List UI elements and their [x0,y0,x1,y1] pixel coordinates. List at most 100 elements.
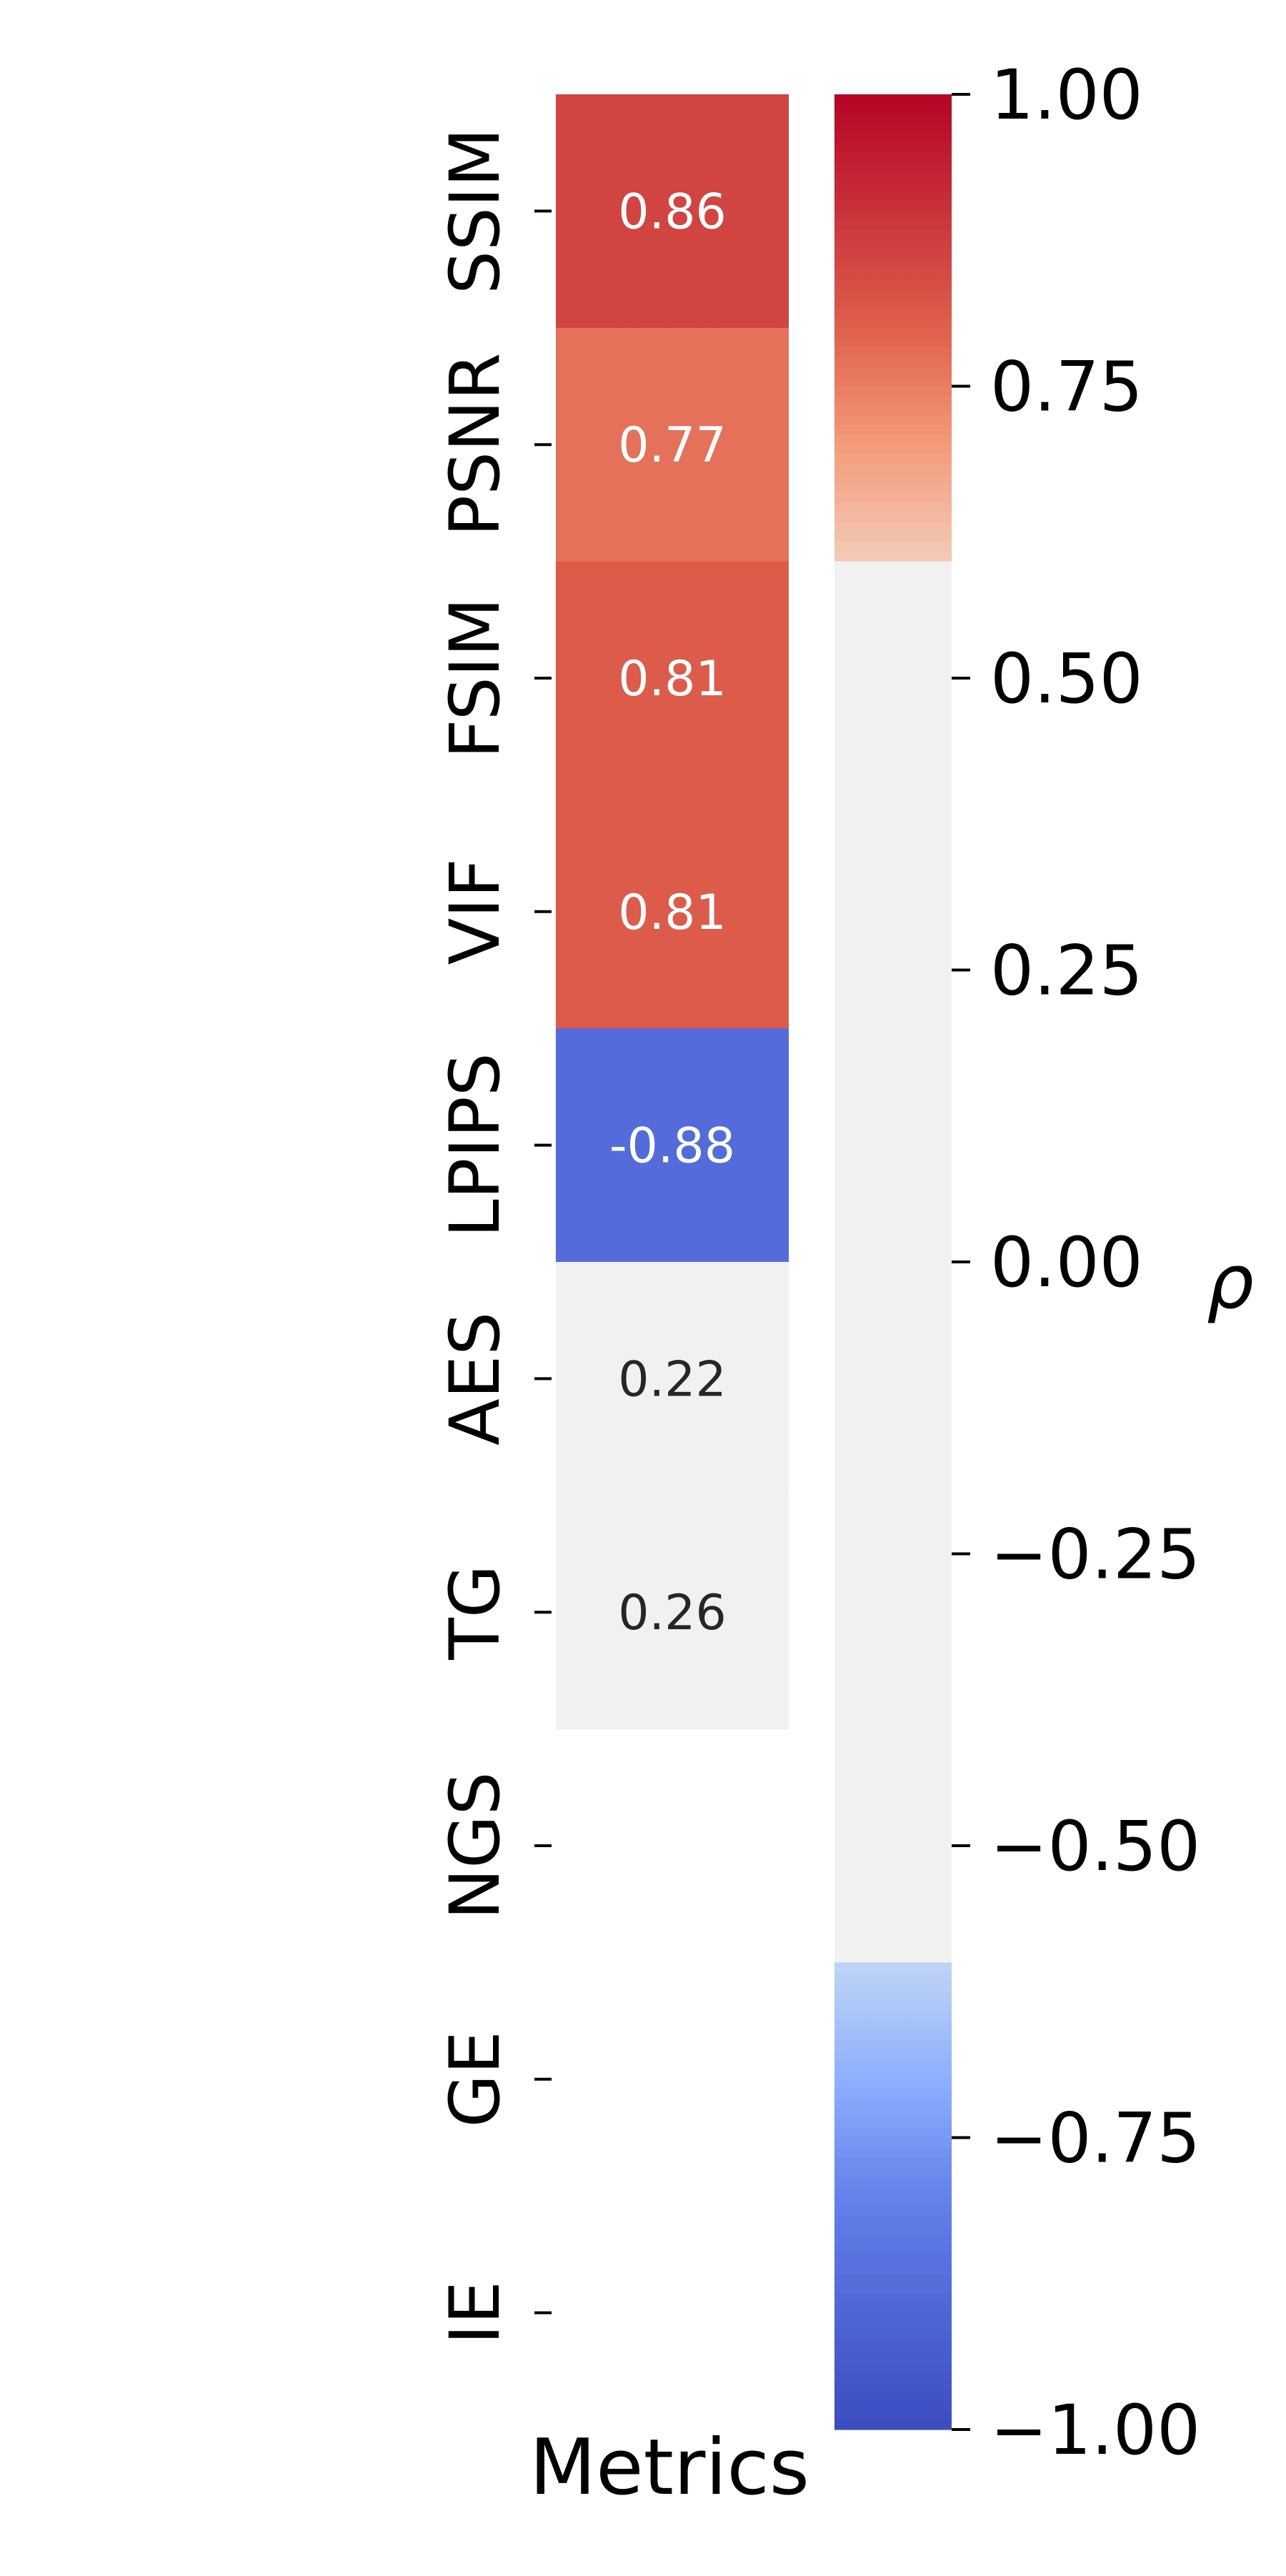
colorbar-strip [834,192,952,202]
heatmap-cell-vif [556,795,789,1029]
colorbar-strip [834,1145,952,1155]
colorbar-strip [834,104,952,114]
colorbar-strip [834,1680,952,1691]
colorbar-strip [834,862,952,873]
colorbar-strip [834,2059,952,2070]
colorbar-strip [834,1524,952,1535]
colorbar-strip [834,1894,952,1905]
cell-value-label: 0.86 [618,184,726,240]
colorbar-strip [834,444,952,455]
colorbar-strip [834,2205,952,2217]
colorbar-strip [834,2108,952,2119]
row-tick-label: TG [435,1565,515,1661]
colorbar-strip [834,114,952,124]
colorbar-tick-label: 0.50 [990,639,1143,719]
heatmap-cell-lpips [556,1028,789,1263]
colorbar-strip [834,1661,952,1671]
colorbar-strip [834,1914,952,1924]
colorbar-strip [834,502,952,514]
colorbar-strip [834,376,952,387]
colorbar-strip [834,1174,952,1185]
colorbar-tick-label: −1.00 [990,2390,1200,2470]
colorbar-strip [834,1330,952,1341]
colorbar-strip [834,1038,952,1049]
colorbar-strip [834,1816,952,1827]
colorbar-strip [834,1359,952,1370]
colorbar-strip [834,649,952,660]
colorbar-strip [834,678,952,689]
colorbar-strip [834,474,952,484]
colorbar-strip [834,960,952,971]
colorbar-strip [834,882,952,893]
colorbar-strip [834,1933,952,1944]
colorbar-strip [834,853,952,864]
colorbar-strip [834,1281,952,1292]
colorbar-strip [834,843,952,854]
colorbar-strip [834,620,952,630]
colorbar-strip [834,2099,952,2109]
colorbar-strip [834,2420,952,2430]
colorbar-strip [834,1427,952,1438]
colorbar-strip [834,980,952,990]
colorbar-strip [834,970,952,980]
colorbar-strip [834,1972,952,1983]
colorbar-strip [834,357,952,367]
colorbar-strip [834,2244,952,2255]
colorbar-strip [834,1164,952,1175]
colorbar-strip [834,1417,952,1428]
colorbar-tick-label: 1.00 [990,55,1143,135]
colorbar-strip [834,221,952,232]
colorbar-strip [834,1592,952,1603]
colorbar-strip [834,240,952,251]
colorbar-strip [834,629,952,640]
colorbar-strip [834,2030,952,2041]
colorbar-strip [834,824,952,835]
colorbar-strip [834,386,952,397]
colorbar-strip [834,1962,952,1973]
colorbar-strip [834,2089,952,2099]
colorbar-strip [834,1077,952,1088]
colorbar-strip [834,1602,952,1613]
colorbar-strip [834,396,952,407]
cell-labels: 0.86 0.77 0.81 0.81 -0.88 0.22 0.26 [609,184,735,1641]
colorbar-strip [834,289,952,299]
colorbar-strip [834,1836,952,1846]
colorbar-strip [834,697,952,708]
row-tick-label: IE [435,2281,515,2344]
cell-value-label: 0.26 [618,1585,726,1641]
colorbar-strip [834,1923,952,1934]
colorbar-strip [834,1505,952,1516]
colorbar-strip [834,707,952,718]
heatmap-cells [556,94,789,1730]
colorbar-strip [834,337,952,348]
colorbar-strip [834,279,952,289]
colorbar-strip [834,1135,952,1146]
colorbar-strip [834,1874,952,1886]
colorbar-strip [834,2332,952,2343]
colorbar-strip [834,1612,952,1623]
colorbar-strip [834,327,952,339]
colorbar-label: ρ [1207,1238,1254,1326]
colorbar-strip [834,551,952,562]
colorbar-strip [834,2390,952,2401]
colorbar-strip [834,950,952,961]
colorbar-strip [834,1719,952,1730]
colorbar-tick-label: −0.50 [990,1806,1200,1886]
colorbar-strip [834,1631,952,1642]
colorbar-strip [834,181,952,192]
colorbar-strip [834,1320,952,1331]
colorbar-strip [834,2186,952,2197]
cell-value-label: 0.22 [618,1351,726,1408]
colorbar-strip [834,2127,952,2139]
colorbar-strip [834,1670,952,1681]
row-tick-label: FSIM [435,597,515,759]
colorbar-strip [834,1768,952,1779]
colorbar-strip [834,1534,952,1545]
colorbar-strip [834,1495,952,1506]
colorbar-strip [834,2254,952,2265]
colorbar-strip [834,1008,952,1020]
colorbar-strip [834,2410,952,2420]
colorbar-strip [834,143,952,154]
